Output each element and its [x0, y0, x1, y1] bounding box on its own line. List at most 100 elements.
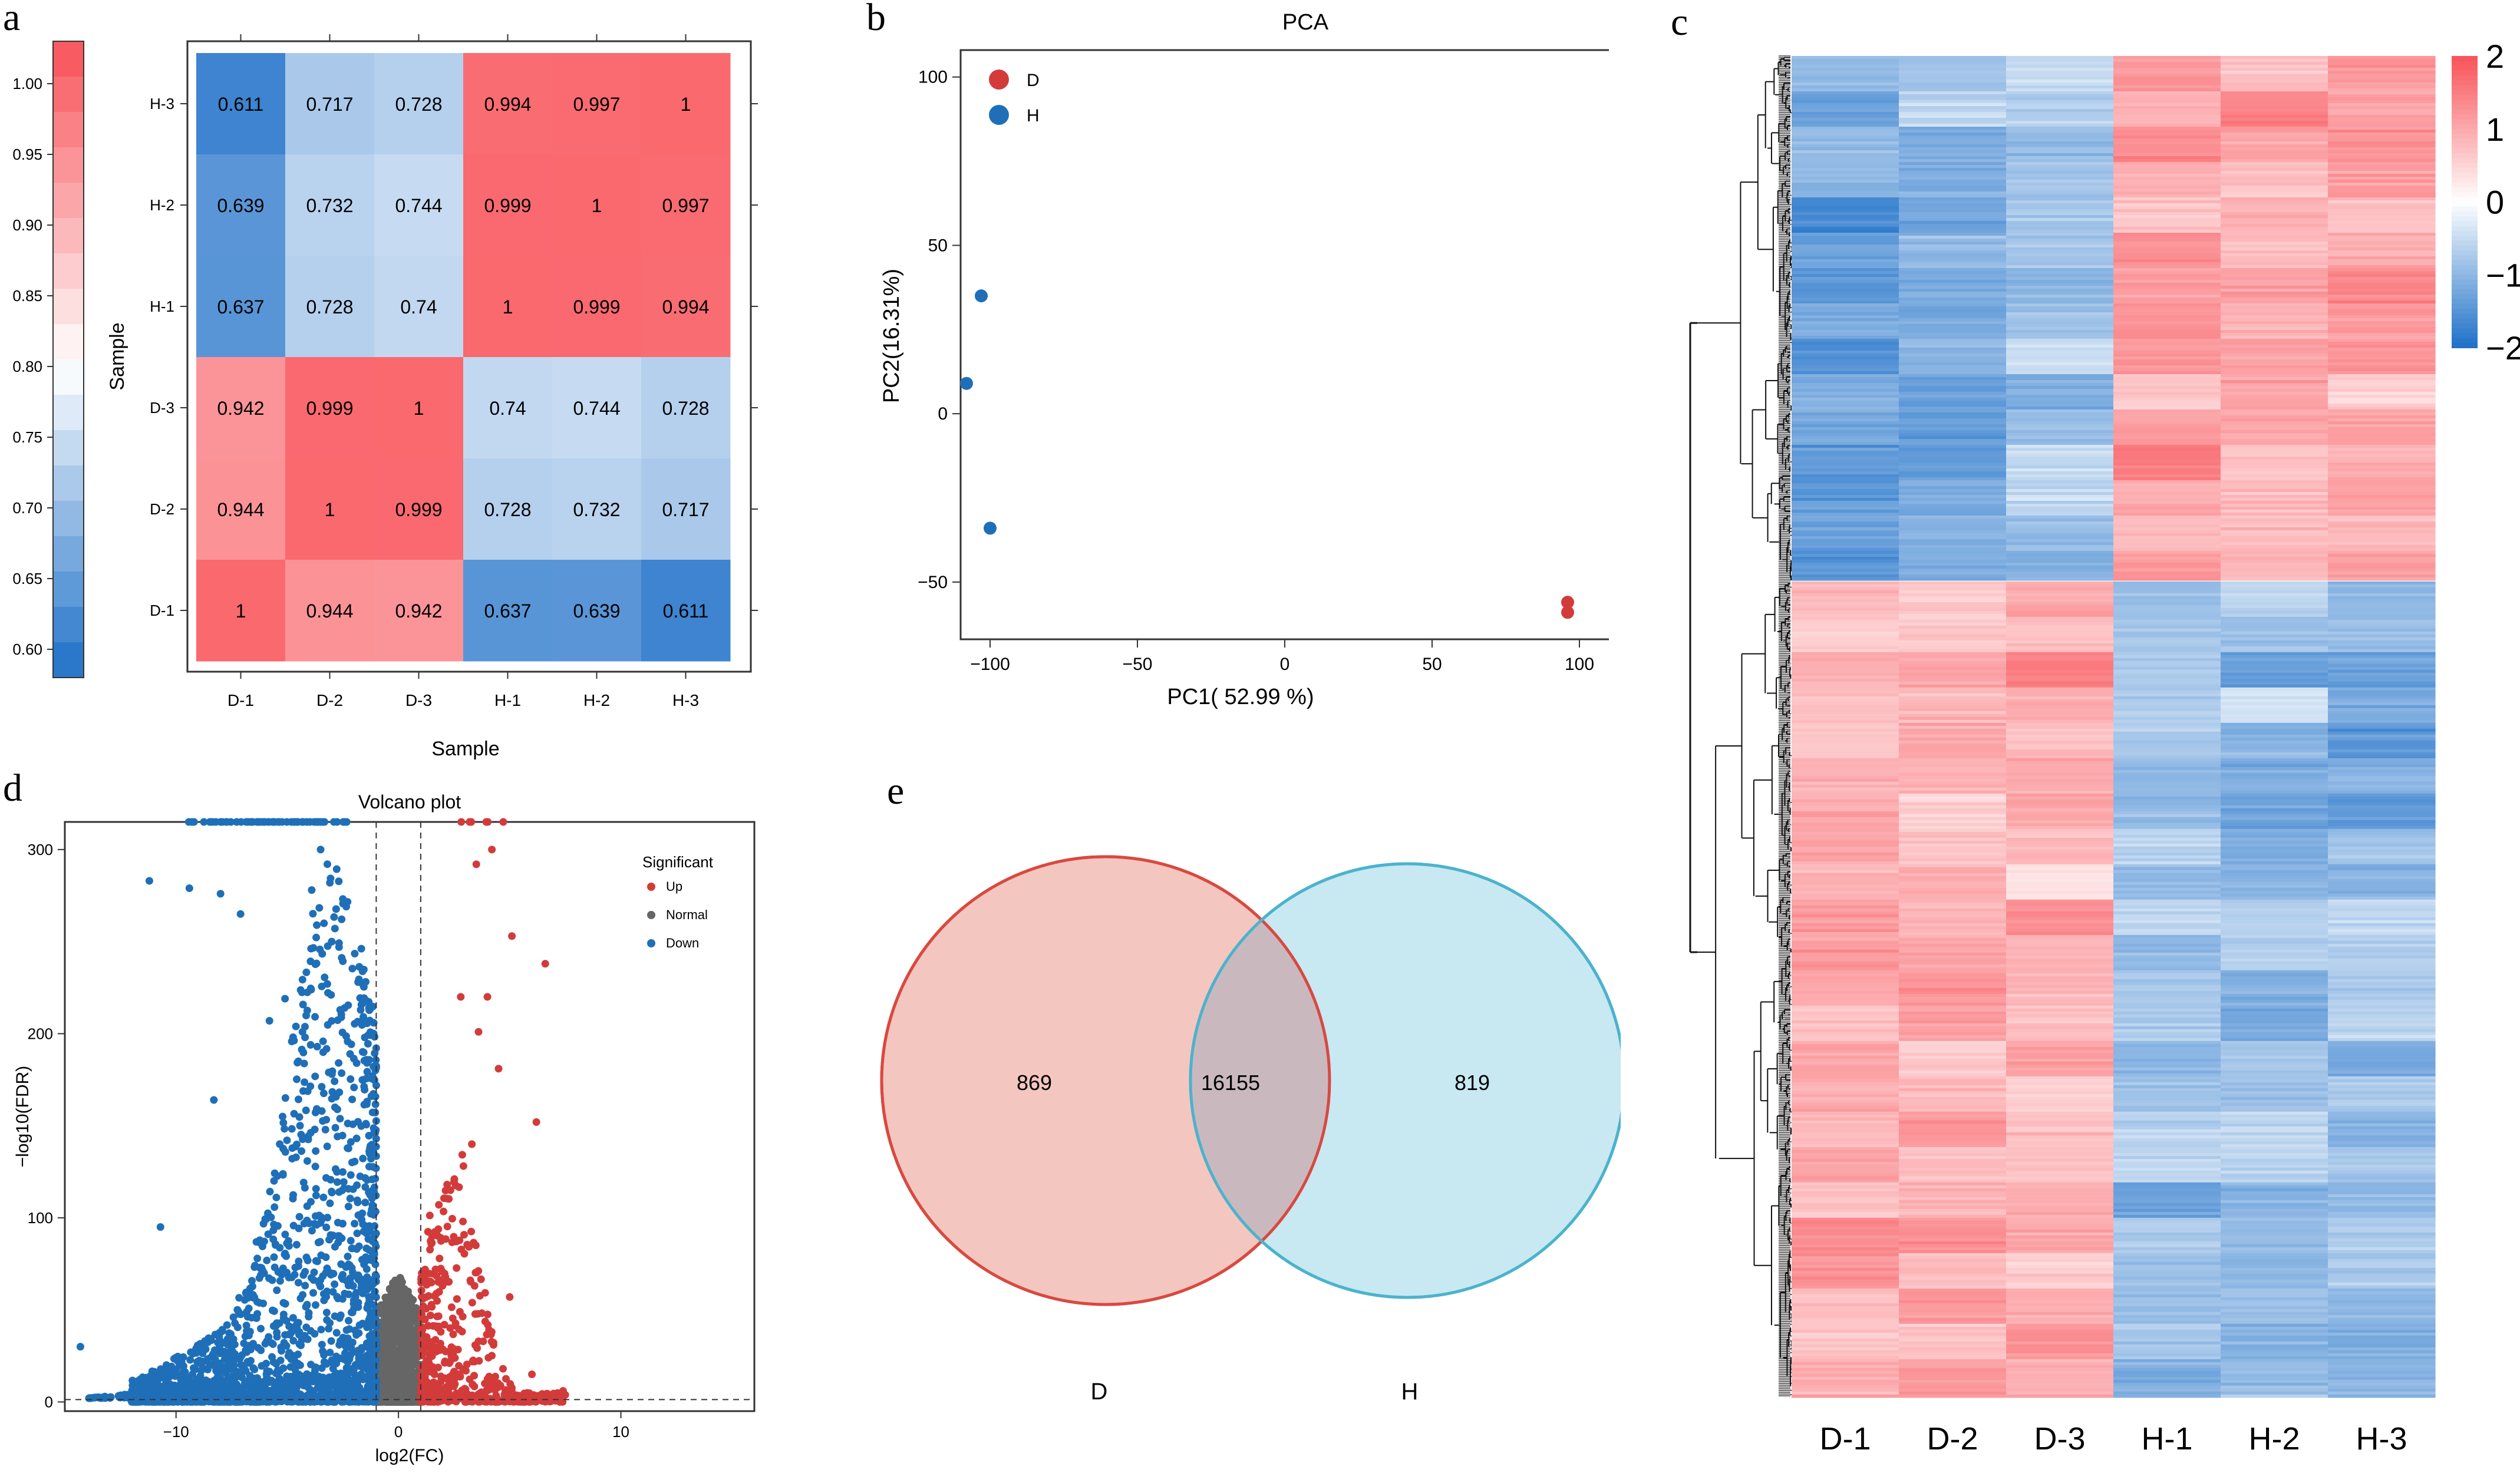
colorbar-step: [53, 572, 84, 607]
expression-cell: [2221, 1177, 2328, 1180]
expression-cell: [1792, 518, 1899, 522]
expression-cell: [2113, 770, 2221, 774]
expression-cell: [1899, 832, 2007, 835]
expression-cell: [1792, 1227, 1899, 1230]
expression-cell: [2221, 894, 2328, 897]
expression-cell: [2221, 1118, 2328, 1121]
expression-cell: [2006, 80, 2114, 83]
expression-cell: [2221, 861, 2328, 865]
expression-cell: [1792, 245, 1899, 248]
expression-cell: [2328, 124, 2436, 127]
expression-cell: [2221, 1180, 2328, 1183]
expression-cell: [1792, 427, 1899, 431]
expression-cell: [2113, 596, 2221, 600]
expression-cell: [2221, 1277, 2328, 1280]
expression-cell: [1792, 861, 1899, 865]
expression-cell: [2006, 1006, 2114, 1009]
expression-cell: [2006, 643, 2114, 647]
expression-cell: [2328, 1306, 2436, 1310]
expression-cell: [2113, 392, 2221, 395]
expression-cell: [1792, 835, 1899, 838]
expression-cell: [1899, 876, 2007, 880]
expression-cell: [1792, 679, 1899, 682]
expression-cell: [2221, 1153, 2328, 1157]
expression-cell: [2221, 1259, 2328, 1263]
expression-cell: [2328, 1336, 2436, 1339]
expression-cell: [2006, 1365, 2114, 1369]
expression-cell: [2221, 507, 2328, 510]
expression-cell: [1792, 620, 1899, 623]
expression-cell: [2328, 1324, 2436, 1327]
expression-cell: [2328, 345, 2436, 348]
expression-cell: [2328, 1244, 2436, 1248]
expression-cell: [1792, 1000, 1899, 1003]
expression-cell: [2006, 295, 2114, 298]
expression-cell: [2113, 1094, 2221, 1098]
expression-cell: [2006, 569, 2114, 572]
expression-cell: [2113, 788, 2221, 791]
expression-cell: [1792, 708, 1899, 712]
expression-cell: [2113, 530, 2221, 534]
expression-cell: [2328, 1380, 2436, 1383]
expression-cell: [1899, 726, 2007, 729]
expression-cell: [2006, 194, 2114, 198]
expression-cell: [2221, 626, 2328, 629]
expression-cell: [2113, 1003, 2221, 1006]
expression-cell: [2113, 574, 2221, 578]
expression-cell: [1899, 965, 2007, 968]
expression-cell: [2113, 333, 2221, 336]
expression-cell: [2113, 649, 2221, 653]
expression-cell: [2113, 551, 2221, 554]
expression-cell: [2221, 1383, 2328, 1386]
expression-cell: [2006, 1103, 2114, 1107]
expression-cell: [2006, 1000, 2114, 1003]
cell-value: 0.74: [400, 296, 437, 318]
expression-cell: [1899, 947, 2007, 950]
expression-cell: [2328, 688, 2436, 691]
chart-title: PCA: [1282, 10, 1329, 35]
column-label: H-1: [2141, 1421, 2192, 1457]
expression-cell: [2113, 717, 2221, 721]
expression-cell: [2221, 1141, 2328, 1145]
expression-cell: [2113, 1144, 2221, 1148]
expression-cell: [1792, 212, 1899, 216]
expression-cell: [2221, 614, 2328, 617]
expression-cell: [2328, 215, 2436, 219]
expression-cell: [1792, 1076, 1899, 1080]
expression-cell: [1899, 1109, 2007, 1112]
expression-cell: [2221, 909, 2328, 912]
expression-cell: [1792, 230, 1899, 233]
expression-cell: [2113, 614, 2221, 617]
expression-cell: [1899, 643, 2007, 647]
expression-cell: [2113, 138, 2221, 142]
expression-cell: [2113, 501, 2221, 504]
expression-cell: [2006, 365, 2114, 369]
expression-cell: [1792, 959, 1899, 962]
expression-cell: [1792, 614, 1899, 617]
expression-cell: [2006, 336, 2114, 339]
expression-cell: [2006, 112, 2114, 115]
expression-cell: [1899, 1200, 2007, 1204]
expression-cell: [2328, 451, 2436, 454]
expression-cell: [1792, 638, 1899, 641]
expression-cell: [2221, 454, 2328, 457]
expression-cell: [1792, 418, 1899, 422]
expression-cell: [2328, 1233, 2436, 1236]
expression-cell: [1792, 1097, 1899, 1101]
expression-cell: [1792, 640, 1899, 644]
expression-cell: [2113, 794, 2221, 797]
expression-cell: [1792, 652, 1899, 656]
expression-cell: [2113, 339, 2221, 342]
expression-cell: [1792, 1018, 1899, 1021]
expression-cell: [1792, 292, 1899, 295]
expression-cell: [1792, 253, 1899, 257]
expression-cell: [1792, 242, 1899, 245]
expression-cell: [1792, 1171, 1899, 1174]
expression-cell: [1899, 106, 2007, 110]
expression-cell: [1899, 735, 2007, 738]
expression-cell: [2006, 720, 2114, 724]
expression-cell: [2221, 327, 2328, 331]
expression-cell: [2221, 56, 2328, 60]
expression-cell: [1792, 424, 1899, 428]
expression-cell: [1899, 1112, 2007, 1115]
